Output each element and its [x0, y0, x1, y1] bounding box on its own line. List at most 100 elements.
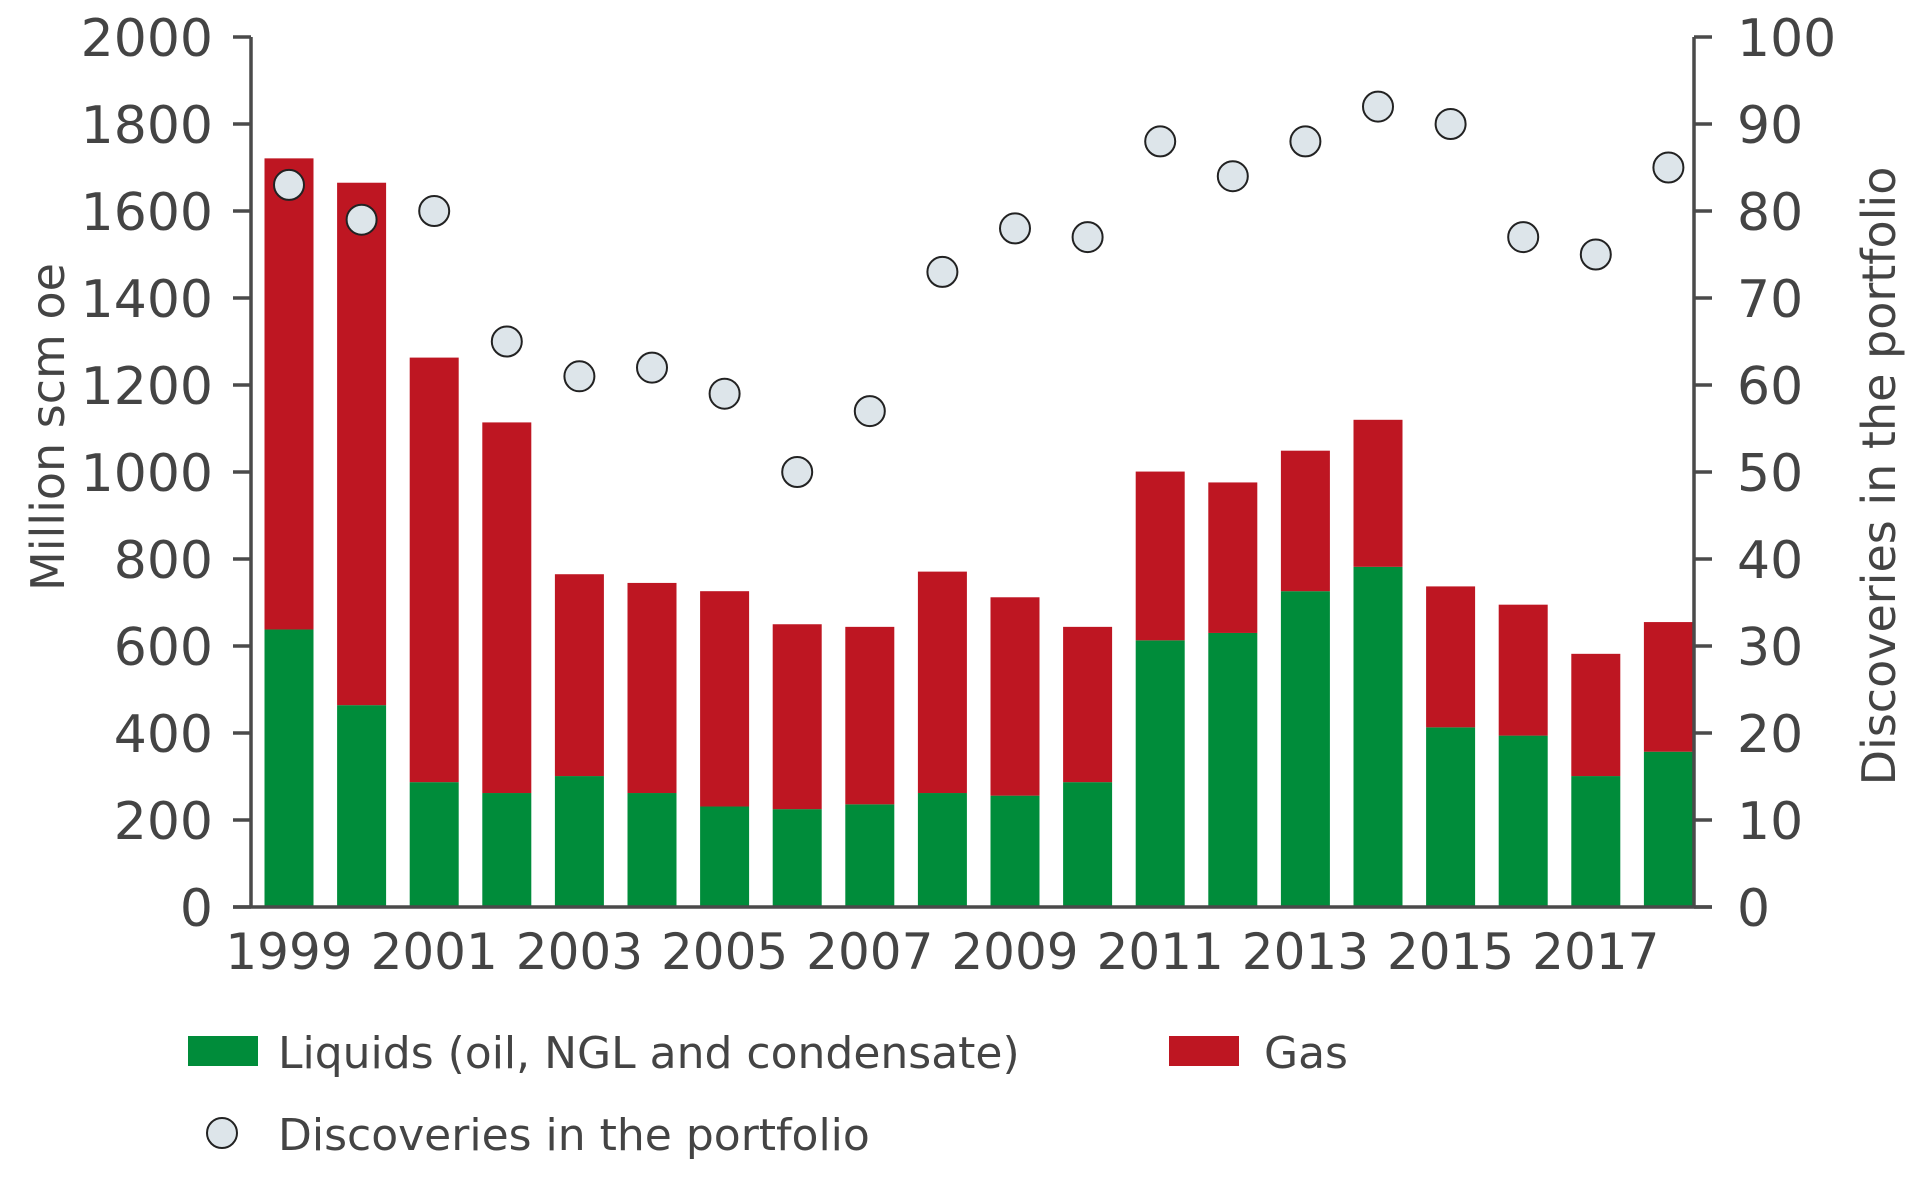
- legend-label-gas: Gas: [1264, 1028, 1348, 1079]
- bar-liquids-2003: [554, 776, 604, 907]
- x-tick-label: 2007: [806, 923, 933, 981]
- y-tick-label-left: 1600: [81, 183, 213, 243]
- bar-liquids-2013: [1280, 591, 1330, 907]
- point-discoveries-2018: [1652, 151, 1685, 184]
- y-tick-label-right: 90: [1737, 96, 1803, 156]
- x-tick-label: 2017: [1532, 923, 1659, 981]
- bar-liquids-2002: [482, 793, 532, 907]
- bar-gas-2014: [1353, 419, 1403, 567]
- y-tick-label-right: 10: [1737, 792, 1803, 852]
- bar-gas-2004: [627, 582, 677, 794]
- point-discoveries-2003: [563, 360, 596, 393]
- y-tick-label-left: 0: [180, 879, 213, 939]
- y-tick-label-right: 50: [1737, 444, 1803, 504]
- bar-gas-2017: [1571, 653, 1621, 777]
- point-discoveries-2000: [345, 203, 378, 236]
- x-tick-label: 1999: [225, 923, 352, 981]
- point-discoveries-2013: [1289, 125, 1322, 158]
- bar-gas-2002: [482, 422, 532, 794]
- point-discoveries-2014: [1362, 90, 1394, 123]
- x-tick-label: 2011: [1097, 923, 1224, 981]
- bar-gas-2018: [1643, 622, 1693, 752]
- bar-gas-2016: [1498, 604, 1548, 736]
- point-discoveries-1999: [273, 168, 305, 201]
- y-tick-label-left: 1400: [81, 270, 213, 330]
- bar-gas-2006: [772, 624, 822, 810]
- x-tick-label: 2009: [951, 923, 1078, 981]
- y-tick-label-right: 70: [1737, 270, 1803, 330]
- bar-gas-2015: [1426, 586, 1476, 728]
- y-tick-label-left: 2000: [81, 9, 213, 69]
- bar-liquids-2016: [1498, 735, 1548, 907]
- bar-gas-2003: [554, 574, 604, 777]
- point-discoveries-2008: [926, 255, 959, 288]
- bar-gas-2011: [1135, 471, 1185, 641]
- y-tick-label-right: 20: [1737, 705, 1803, 765]
- y-tick-label-right: 0: [1737, 879, 1770, 939]
- bar-liquids-2009: [990, 795, 1040, 907]
- bar-gas-2005: [700, 591, 750, 807]
- bar-liquids-2012: [1208, 632, 1258, 907]
- y-tick-label-left: 1200: [81, 357, 213, 417]
- bar-gas-2010: [1063, 626, 1113, 783]
- bar-liquids-2008: [917, 793, 967, 907]
- bar-liquids-2000: [337, 705, 387, 907]
- y-tick-label-right: 60: [1737, 357, 1803, 417]
- bar-gas-2000: [337, 182, 387, 706]
- bar-liquids-2005: [700, 806, 750, 907]
- bar-liquids-2017: [1571, 776, 1621, 907]
- legend: Liquids (oil, NGL and condensate) Gas Di…: [188, 1028, 1348, 1161]
- legend-label-discoveries: Discoveries in the portfolio: [278, 1110, 870, 1161]
- y-tick-label-left: 200: [114, 792, 213, 852]
- point-discoveries-2002: [490, 325, 523, 358]
- y-tick-label-right: 100: [1737, 9, 1836, 69]
- bar-gas-2008: [917, 571, 967, 794]
- bar-liquids-2015: [1426, 727, 1476, 907]
- point-discoveries-2012: [1216, 160, 1249, 193]
- bar-gas-2013: [1280, 450, 1330, 592]
- bar-liquids-2004: [627, 793, 677, 907]
- point-discoveries-2010: [1071, 221, 1104, 254]
- bar-liquids-2010: [1063, 782, 1113, 907]
- y-tick-label-right: 80: [1737, 183, 1803, 243]
- point-discoveries-2009: [999, 212, 1031, 245]
- y-tick-label-left: 600: [114, 618, 213, 678]
- point-discoveries-2005: [708, 377, 741, 410]
- bar-liquids-2007: [845, 804, 895, 907]
- y-axis-label: Million scm oe: [21, 263, 75, 591]
- point-discoveries-2015: [1434, 108, 1467, 140]
- legend-marker-discoveries: [206, 1117, 238, 1149]
- point-discoveries-2017: [1579, 238, 1612, 271]
- y-tick-label-left: 400: [114, 705, 213, 765]
- bar-liquids-2018: [1643, 751, 1693, 907]
- bar-gas-1999: [264, 158, 314, 630]
- x-tick-label: 2003: [516, 923, 643, 981]
- point-discoveries-2011: [1144, 125, 1177, 158]
- y-tick-label-left: 1000: [81, 444, 213, 504]
- y-tick-label-left: 1800: [81, 96, 213, 156]
- y-tick-label-left: 800: [114, 531, 213, 591]
- point-discoveries-2001: [418, 195, 451, 227]
- x-tick-label: 2015: [1387, 923, 1514, 981]
- x-tick-label: 2005: [661, 923, 788, 981]
- bar-liquids-2014: [1353, 566, 1403, 907]
- bar-liquids-2011: [1135, 640, 1185, 907]
- y-tick-label-right: 40: [1737, 531, 1803, 591]
- legend-swatch-liquids: [188, 1036, 258, 1066]
- x-tick-label: 2001: [371, 923, 498, 981]
- bar-gas-2009: [990, 597, 1040, 796]
- point-discoveries-2004: [636, 351, 668, 384]
- x-tick-label: 2013: [1242, 923, 1369, 981]
- legend-label-liquids: Liquids (oil, NGL and condensate): [278, 1028, 1020, 1079]
- bar-gas-2001: [409, 357, 459, 783]
- bar-gas-2007: [845, 626, 895, 805]
- y-axis-right-label: Discoveries in the portfolio: [1852, 167, 1906, 786]
- point-discoveries-2006: [781, 456, 814, 488]
- point-discoveries-2016: [1507, 221, 1540, 254]
- bar-liquids-2001: [409, 782, 459, 907]
- bar-liquids-2006: [772, 809, 822, 907]
- point-discoveries-2007: [853, 395, 886, 428]
- bar-gas-2012: [1208, 482, 1258, 633]
- y-tick-label-right: 30: [1737, 618, 1803, 678]
